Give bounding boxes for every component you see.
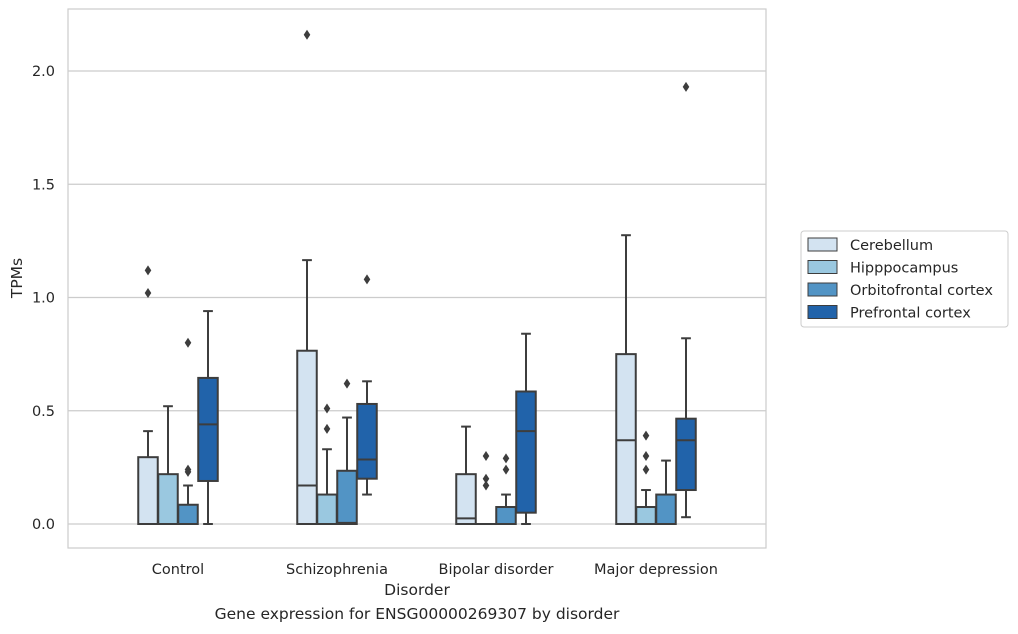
x-tick-label: Schizophrenia [286,562,388,578]
outlier-marker [144,265,152,276]
outlier-marker [323,403,331,414]
box-prefrontal-cortex [515,332,537,525]
plot-frame [67,8,767,549]
boxes-layer [137,29,697,526]
outlier-marker [642,464,650,475]
gridlines [68,70,766,525]
x-tick-label: Major depression [594,562,718,578]
y-tick-label: 2.0 [32,64,55,80]
iqr-box [635,506,657,526]
box-prefrontal-cortex [197,310,219,525]
y-tick-label: 0.0 [32,517,55,533]
box-cerebellum [615,234,637,525]
legend-frame [800,230,1009,328]
outlier-marker [502,453,510,464]
iqr-box [655,493,677,525]
legend-label: Orbitofrontal cortex [850,283,993,299]
outlier-marker [682,81,690,92]
legend-label: Hipppocampus [850,261,958,277]
box-cerebellum [137,265,159,525]
iqr-box [316,493,338,525]
outlier-marker [303,29,311,40]
box-cerebellum [296,29,318,526]
outlier-marker [642,430,650,441]
iqr-box [455,473,477,526]
box-orbitofrontal-cortex [495,453,517,526]
outlier-marker [184,464,192,475]
figure-caption: Gene expression for ENSG00000269307 by d… [214,605,620,623]
y-tick-label: 0.5 [32,404,55,420]
legend-swatch [807,237,838,252]
outlier-marker [144,287,152,298]
x-tick-label: Control [152,562,204,578]
legend-label: Prefrontal cortex [850,306,971,322]
iqr-box [296,349,318,526]
iqr-box [515,390,537,514]
iqr-box [197,376,219,482]
x-axis-label: Disorder [384,581,450,599]
legend-label: Cerebellum [850,238,933,254]
legend: Cerebellum Hipppocampus Orbitofrontal cort… [800,230,1009,328]
x-tick-labels: Control Schizophrenia Bipolar disorder Majo… [152,562,718,578]
box-orbitofrontal-cortex [655,459,677,525]
x-tick-label: Bipolar disorder [439,562,554,578]
outlier-marker [482,473,490,484]
iqr-box [336,469,358,525]
box-hipppocampus [157,405,179,526]
box-prefrontal-cortex [675,81,697,519]
box-prefrontal-cortex [356,274,378,496]
y-tick-labels: 0.0 0.5 1.0 1.5 2.0 [32,64,55,533]
y-tick-label: 1.0 [32,291,55,307]
iqr-box [356,402,378,480]
legend-swatch [807,282,838,297]
outlier-marker [482,451,490,462]
iqr-box [137,456,159,525]
outlier-marker [363,274,371,285]
box-orbitofrontal-cortex [336,378,358,525]
outlier-marker [323,423,331,434]
legend-swatch [807,260,838,274]
y-axis-label: TPMs [8,258,26,299]
iqr-box [495,506,517,526]
outlier-marker [482,480,490,491]
outlier-marker [343,378,351,389]
box-hipppocampus [316,403,338,525]
box-hipppocampus [475,451,497,526]
outlier-marker [502,464,510,475]
iqr-box [615,353,637,525]
box-cerebellum [455,425,477,526]
outlier-marker [642,451,650,462]
box-hipppocampus [635,430,657,526]
iqr-box [177,503,199,525]
iqr-box [675,417,697,492]
iqr-box [157,473,179,526]
y-tick-label: 1.5 [32,177,55,193]
outlier-marker [184,337,192,348]
legend-swatch [807,305,838,319]
box-orbitofrontal-cortex [177,337,199,525]
